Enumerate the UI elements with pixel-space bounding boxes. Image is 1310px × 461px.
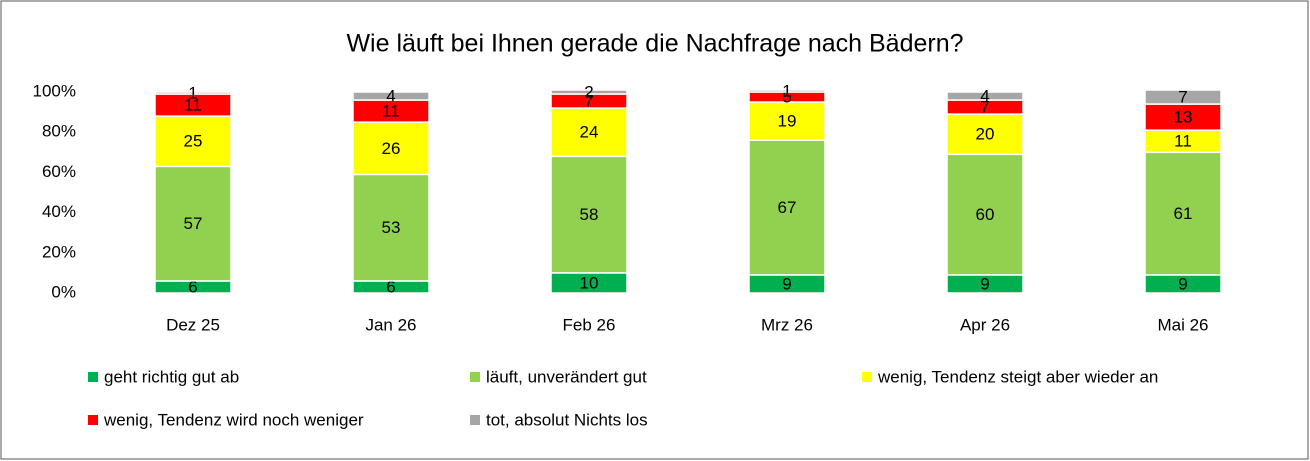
- legend-label: wenig, Tendenz steigt aber wieder an: [877, 367, 1158, 386]
- data-label: 58: [580, 205, 599, 224]
- x-tick-label: Jan 26: [365, 315, 416, 334]
- data-label: 20: [976, 125, 995, 144]
- data-label: 2: [584, 82, 593, 101]
- x-tick-label: Dez 25: [166, 315, 220, 334]
- data-label: 1: [188, 83, 197, 102]
- x-tick-label: Mrz 26: [761, 315, 813, 334]
- y-tick-label: 40%: [42, 202, 76, 221]
- bar-segment: [1144, 103, 1222, 131]
- bar-segment: [352, 91, 430, 101]
- data-label: 24: [580, 123, 599, 142]
- data-label: 7: [1178, 88, 1187, 107]
- legend-label: wenig, Tendenz wird noch weniger: [103, 410, 364, 429]
- data-label: 4: [980, 87, 989, 106]
- bar-segment: [352, 173, 430, 282]
- data-label: 1: [782, 81, 791, 100]
- x-tick-label: Apr 26: [960, 315, 1010, 334]
- bar-segment: [154, 115, 232, 168]
- y-tick-label: 60%: [42, 162, 76, 181]
- bar-segment: [154, 165, 232, 282]
- x-tick-label: Feb 26: [563, 315, 616, 334]
- data-label: 6: [386, 277, 395, 296]
- data-label: 5: [782, 88, 791, 107]
- data-label: 67: [778, 198, 797, 217]
- data-label: 11: [1174, 132, 1192, 151]
- legend-swatch: [470, 415, 480, 425]
- bar-segment: [1144, 151, 1222, 276]
- data-label: 11: [382, 102, 400, 121]
- data-label: 9: [1178, 274, 1187, 293]
- y-tick-label: 20%: [42, 242, 76, 261]
- y-tick-label: 80%: [42, 122, 76, 141]
- legend-label: läuft, unverändert gut: [486, 367, 647, 386]
- data-label: 26: [382, 139, 401, 158]
- bar-segment: [1144, 89, 1222, 105]
- legend-swatch: [862, 372, 872, 382]
- bar-segment: [946, 153, 1024, 276]
- bar-segment: [748, 89, 826, 93]
- legend-label: geht richtig gut ab: [104, 367, 239, 386]
- legend-swatch: [88, 415, 98, 425]
- data-label: 13: [1174, 108, 1193, 127]
- chart-title: Wie läuft bei Ihnen gerade die Nachfrage…: [346, 30, 963, 58]
- data-label: 53: [382, 218, 401, 237]
- data-label: 61: [1174, 204, 1193, 223]
- legend-swatch: [88, 372, 98, 382]
- bar-segment: [550, 89, 628, 95]
- data-label: 6: [188, 277, 197, 296]
- legend-label: tot, absolut Nichts los: [486, 410, 648, 429]
- data-label: 4: [386, 87, 395, 106]
- bar-segment: [154, 91, 232, 95]
- bar-segment: [352, 121, 430, 176]
- legend-swatch: [470, 372, 480, 382]
- data-label: 57: [184, 214, 203, 233]
- data-label: 7: [980, 98, 989, 117]
- x-tick-label: Mai 26: [1157, 315, 1208, 334]
- data-label: 19: [778, 112, 797, 131]
- bar-segment: [748, 139, 826, 276]
- data-label: 10: [580, 273, 599, 292]
- y-tick-label: 100%: [33, 81, 76, 100]
- data-label: 9: [980, 274, 989, 293]
- data-label: 60: [976, 205, 995, 224]
- bar-segment: [946, 91, 1024, 101]
- data-label: 11: [184, 96, 202, 115]
- bar-segment: [748, 101, 826, 141]
- bar-segment: [550, 155, 628, 274]
- y-tick-label: 0%: [51, 282, 76, 301]
- data-label: 9: [782, 274, 791, 293]
- data-label: 25: [184, 132, 203, 151]
- data-label: 7: [584, 92, 593, 111]
